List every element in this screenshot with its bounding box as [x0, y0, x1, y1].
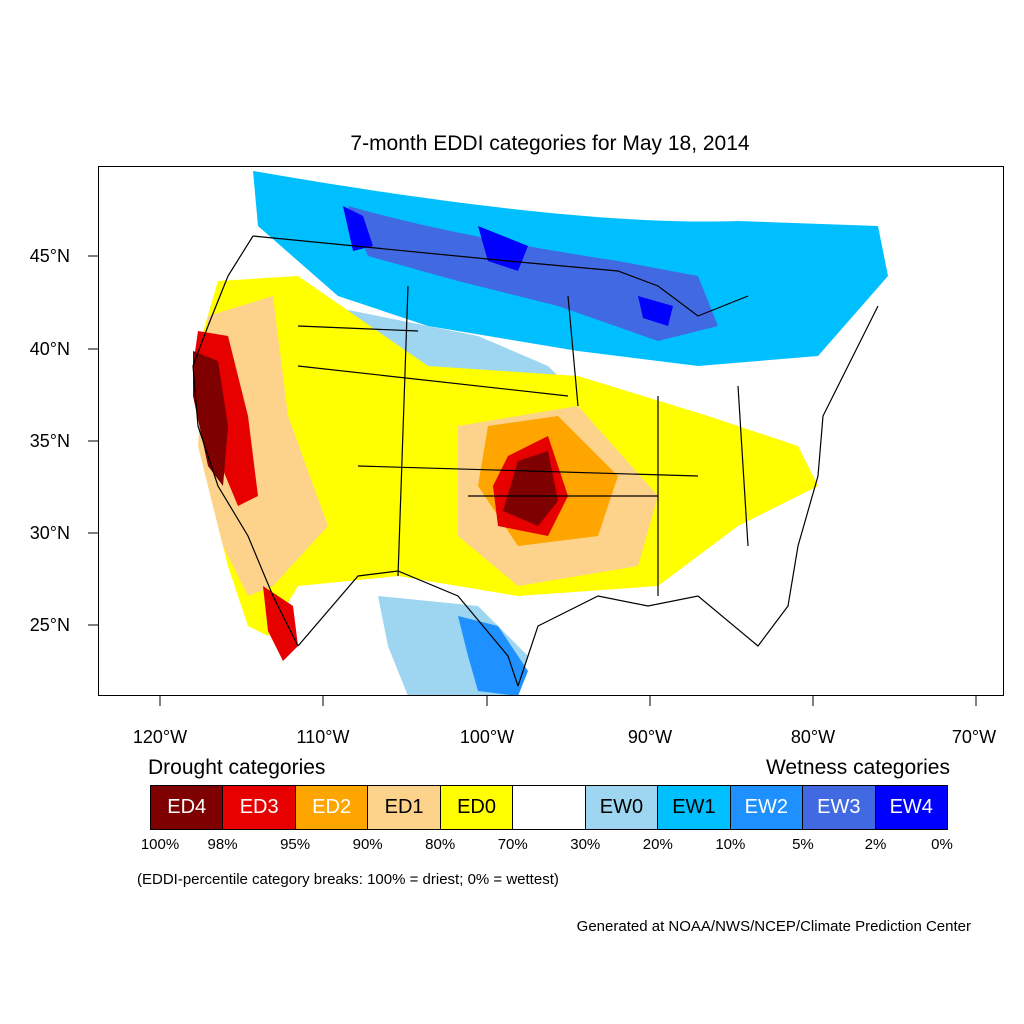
category-box: EW2 [730, 786, 804, 829]
category-box: EW4 [875, 786, 947, 829]
map-title: 7-month EDDI categories for May 18, 2014 [350, 132, 750, 155]
us-gulf-coast [517, 475, 819, 687]
lat-label: 45°N [29, 246, 70, 266]
us-border-north [252, 235, 749, 317]
percentile-break-label: 80% [425, 836, 456, 853]
category-note: (EDDI-percentile category breaks: 100% =… [137, 871, 559, 888]
category-box: ED3 [223, 786, 296, 829]
percentile-break-label: 30% [570, 836, 601, 853]
category-box: EW3 [803, 786, 876, 829]
lat-label: 30°N [29, 523, 70, 543]
map-frame [98, 166, 1004, 696]
wet-extreme-3 [638, 296, 673, 326]
dry-west-coast-exceptional [193, 351, 228, 486]
dry-mexico-coast [263, 586, 298, 661]
us-border-south [297, 570, 519, 687]
category-box [513, 786, 586, 829]
percentile-break-label: 0% [931, 836, 953, 853]
percentile-break-label: 20% [642, 836, 673, 853]
category-box: ED2 [295, 786, 369, 829]
lon-label: 110°W [296, 727, 350, 747]
category-box: ED1 [368, 786, 441, 829]
percentile-break-label: 98% [207, 836, 238, 853]
category-box: ED4 [151, 786, 224, 829]
us-coast-west [192, 235, 299, 647]
wet-extreme-2 [343, 206, 373, 251]
percentile-break-label: 2% [864, 836, 887, 853]
category-colorbar: ED4 ED3 ED2 ED1 ED0 EW0 EW1 EW2 EW3 EW4 [150, 785, 948, 830]
wet-strong-region [348, 206, 718, 341]
percentile-break-label: 90% [352, 836, 383, 853]
category-box: EW1 [658, 786, 731, 829]
credit-text: Generated at NOAA/NWS/NCEP/Climate Predi… [576, 918, 971, 935]
percentile-break-label: 70% [497, 836, 528, 853]
lat-label: 25°N [29, 615, 70, 635]
lat-label: 35°N [29, 431, 70, 451]
category-box: EW0 [585, 786, 659, 829]
percentile-break-label: 95% [280, 836, 311, 853]
percentile-break-label: 5% [792, 836, 814, 853]
dry-exceptional-region [503, 451, 558, 526]
percentile-break-label: 100% [140, 836, 180, 853]
state-lines [297, 285, 749, 596]
lat-label: 40°N [29, 339, 70, 359]
us-east-coast [817, 305, 879, 477]
category-box: ED0 [440, 786, 514, 829]
wetness-categories-title: Wetness categories [765, 756, 950, 779]
lon-label: 100°W [459, 727, 515, 747]
lon-label: 120°W [132, 727, 188, 747]
lon-label: 70°W [951, 727, 997, 747]
wet-texas-strong [458, 616, 528, 696]
lon-label: 90°W [627, 727, 673, 747]
percentile-break-label: 10% [715, 836, 746, 853]
lon-label: 80°W [790, 727, 836, 747]
drought-categories-title: Drought categories [148, 756, 326, 779]
